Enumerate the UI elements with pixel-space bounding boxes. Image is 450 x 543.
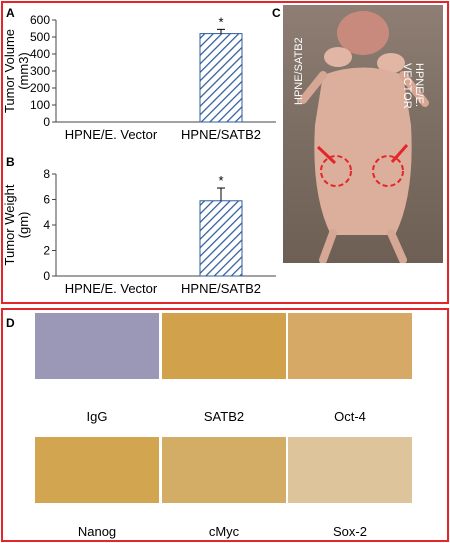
ihc-label-cmyc: cMyc bbox=[208, 524, 240, 539]
panel-label-c: C bbox=[272, 6, 281, 20]
ihc-image-cmyc bbox=[162, 437, 286, 503]
x-tick-label: HPNE/E. Vector bbox=[65, 281, 158, 296]
y-axis-label-unit: (mm3) bbox=[16, 52, 31, 90]
mouse-illustration bbox=[299, 11, 429, 264]
y-tick-label: 2 bbox=[43, 244, 50, 258]
panel-label-b: B bbox=[6, 155, 15, 169]
y-tick-label: 0 bbox=[43, 269, 50, 283]
ihc-image-nanog bbox=[35, 437, 159, 503]
y-tick-label: 4 bbox=[43, 218, 50, 232]
y-tick-label: 500 bbox=[30, 30, 50, 44]
photo-left-label: HPNE/SATB2 bbox=[293, 37, 305, 105]
ihc-image-sox2 bbox=[288, 437, 412, 503]
left-tumor-circle bbox=[320, 155, 352, 187]
ihc-image-oct4 bbox=[288, 313, 412, 379]
top-figure-frame bbox=[1, 1, 449, 304]
y-tick-label: 6 bbox=[43, 193, 50, 207]
tumor-weight-chart: 0 2 4 6 8 Tumor Weight (gm) HPNE/E. Vector * HPNE… bbox=[2, 167, 276, 296]
x-tick-label: HPNE/SATB2 bbox=[181, 127, 261, 142]
panel-label-d: D bbox=[6, 316, 15, 330]
ihc-label-nanog: Nanog bbox=[77, 524, 117, 539]
ihc-image-satb2 bbox=[162, 313, 286, 379]
ihc-label-oct4: Oct-4 bbox=[334, 409, 366, 424]
left-arrow bbox=[316, 145, 337, 165]
x-tick-label: HPNE/SATB2 bbox=[181, 281, 261, 296]
photo-right-label: HPNE/E. VECTOR bbox=[401, 63, 425, 109]
ihc-label-sox2: Sox-2 bbox=[333, 524, 367, 539]
panel-label-a: A bbox=[6, 6, 15, 20]
y-axis-label: Tumor Weight bbox=[2, 184, 17, 265]
y-tick-label: 8 bbox=[43, 167, 50, 181]
ihc-label-satb2: SATB2 bbox=[203, 409, 245, 424]
mouse-photo: HPNE/SATB2 HPNE/E. VECTOR bbox=[283, 5, 443, 264]
ihc-label-igg: IgG bbox=[86, 409, 108, 424]
y-tick-label: 300 bbox=[30, 64, 50, 78]
bar bbox=[199, 200, 243, 277]
y-tick-label: 100 bbox=[30, 98, 50, 112]
y-tick-label: 600 bbox=[30, 13, 50, 27]
ihc-image-igg bbox=[35, 313, 159, 379]
tumor-volume-chart: 0 100 200 300 400 500 600 Tumor Volume (mm3) HPNE… bbox=[2, 13, 276, 142]
right-arrow bbox=[390, 144, 409, 163]
y-tick-label: 0 bbox=[43, 115, 50, 129]
bar bbox=[199, 33, 243, 123]
significance-marker: * bbox=[218, 14, 223, 29]
y-axis-label-unit: (gm) bbox=[16, 212, 31, 239]
significance-marker: * bbox=[218, 173, 223, 188]
y-tick-label: 200 bbox=[30, 81, 50, 95]
x-tick-label: HPNE/E. Vector bbox=[65, 127, 158, 142]
y-tick-label: 400 bbox=[30, 47, 50, 61]
y-axis-label: Tumor Volume bbox=[2, 29, 17, 113]
bottom-figure-frame bbox=[1, 308, 449, 542]
right-tumor-circle bbox=[372, 155, 404, 187]
